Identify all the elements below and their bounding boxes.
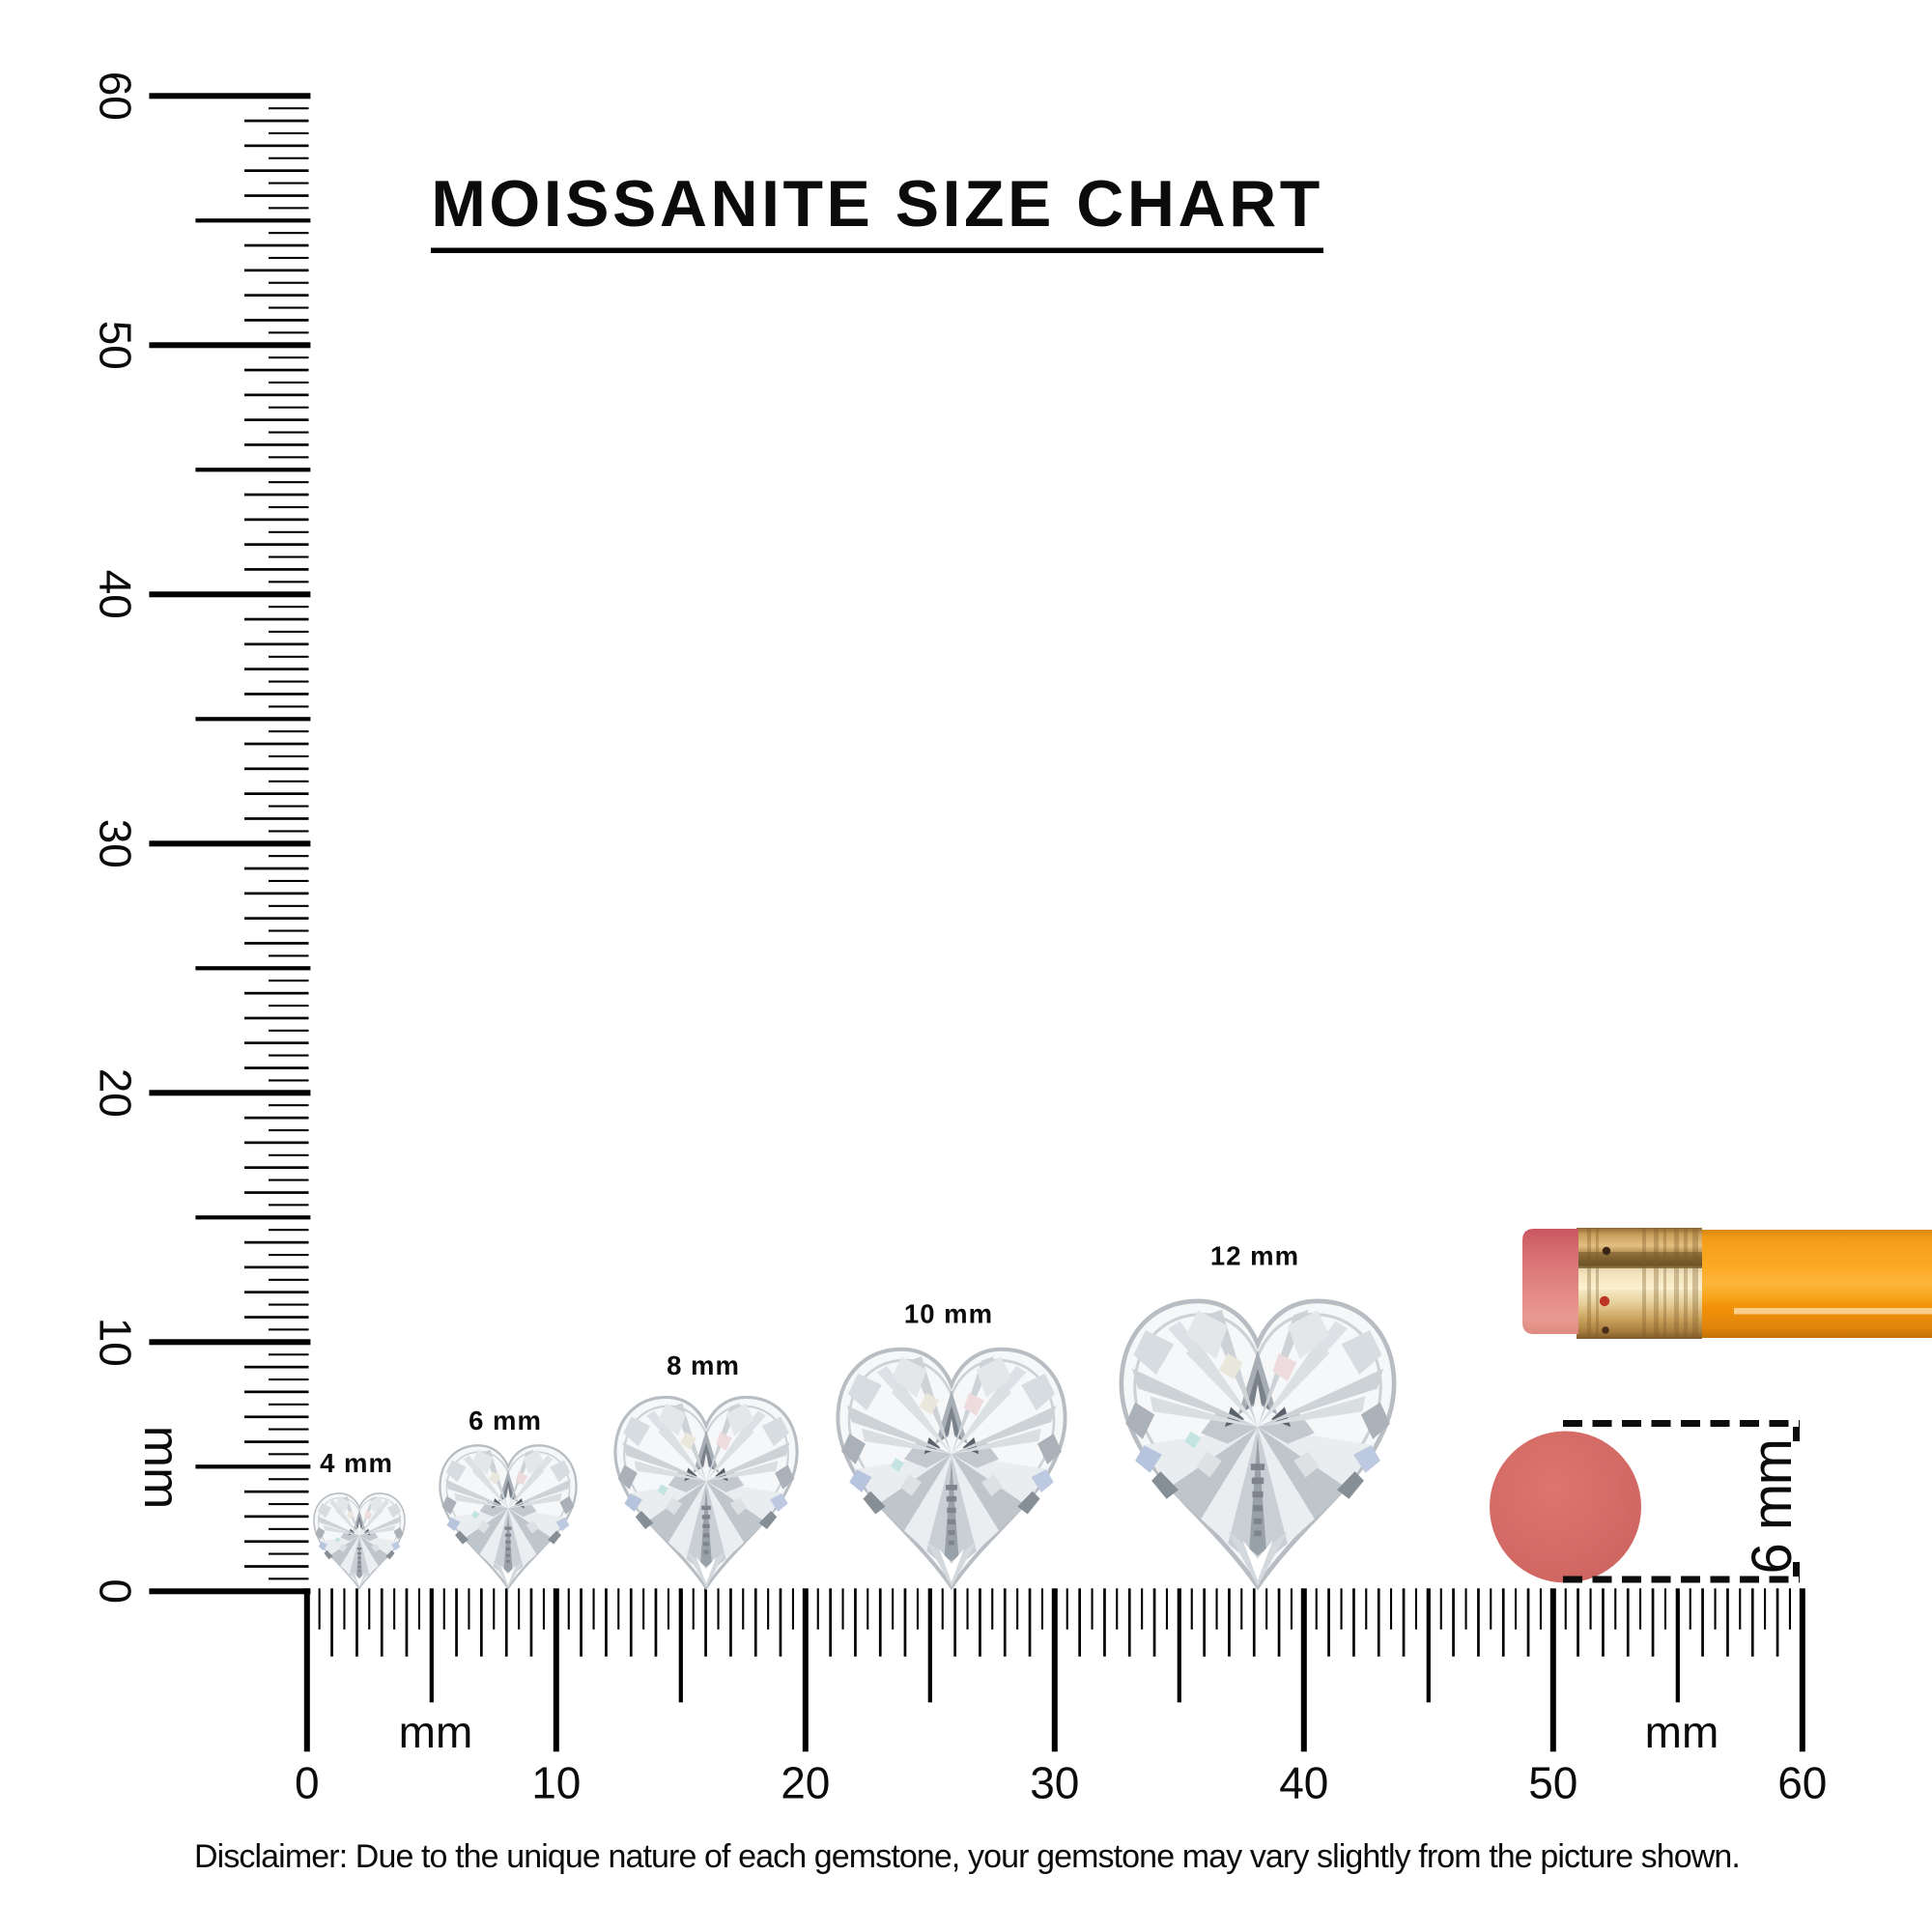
svg-text:12 mm: 12 mm (1210, 1241, 1299, 1271)
svg-text:10: 10 (531, 1758, 581, 1808)
svg-text:60: 60 (91, 71, 141, 121)
svg-text:0: 0 (91, 1579, 141, 1605)
svg-text:40: 40 (91, 570, 141, 619)
svg-text:mm: mm (133, 1426, 189, 1510)
svg-text:20: 20 (91, 1068, 141, 1118)
svg-text:10: 10 (91, 1318, 141, 1367)
svg-text:50: 50 (91, 321, 141, 370)
svg-text:4 mm: 4 mm (320, 1448, 393, 1478)
svg-text:60: 60 (1777, 1758, 1827, 1808)
svg-text:mm: mm (1645, 1707, 1719, 1757)
svg-text:MOISSANITE SIZE CHART: MOISSANITE SIZE CHART (431, 167, 1323, 241)
svg-text:Disclaimer: Due to the unique: Disclaimer: Due to the unique nature of … (194, 1838, 1740, 1875)
svg-text:30: 30 (91, 819, 141, 868)
svg-text:10 mm: 10 mm (904, 1299, 993, 1329)
svg-text:0: 0 (295, 1758, 320, 1808)
svg-text:6 mm: 6 mm (1741, 1440, 1804, 1575)
svg-text:40: 40 (1279, 1758, 1328, 1808)
svg-text:mm: mm (399, 1707, 473, 1757)
svg-text:50: 50 (1528, 1758, 1577, 1808)
svg-text:8 mm: 8 mm (667, 1350, 740, 1380)
svg-text:20: 20 (781, 1758, 830, 1808)
svg-text:30: 30 (1030, 1758, 1079, 1808)
svg-text:6 mm: 6 mm (469, 1406, 542, 1435)
